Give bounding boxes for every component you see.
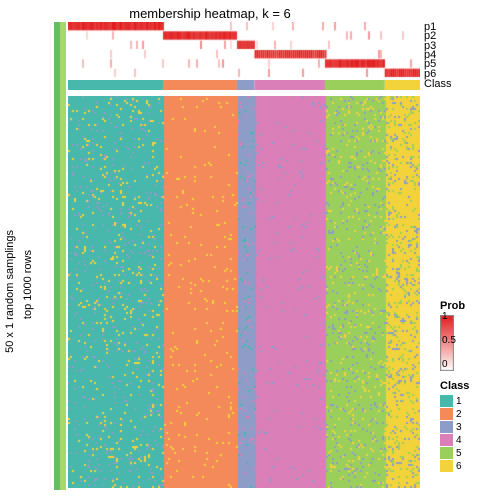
class-swatch [440,447,453,459]
prob-tick: 0 [442,359,448,370]
prob-tick: 1 [442,311,448,322]
plot-title: membership heatmap, k = 6 [0,6,420,21]
left-annot-rows: top 1000 rows [22,250,34,319]
class-row [68,80,420,90]
class-swatch [440,408,453,420]
class-swatch-label: 4 [456,435,462,446]
class-legend-item: 4 [440,434,469,447]
class-swatch-label: 5 [456,448,462,459]
probability-heatmap [68,22,420,78]
class-swatch [440,421,453,433]
class-swatch-label: 6 [456,461,462,472]
class-swatch-label: 1 [456,396,462,407]
class-legend-item: 6 [440,460,469,473]
prob-legend: Prob 10.50 [440,300,465,371]
main-heatmap [68,96,420,488]
left-annot-sampling: 50 x 1 random samplings [4,230,16,353]
left-annotation-band [54,22,66,490]
class-swatch-label: 3 [456,422,462,433]
class-legend-title: Class [440,380,469,392]
class-legend: Class 1 2 3 4 5 6 [440,380,469,473]
class-swatch [440,434,453,446]
class-swatch [440,395,453,407]
class-legend-item: 3 [440,421,469,434]
class-legend-item: 1 [440,395,469,408]
prob-tick: 0.5 [442,335,456,346]
class-swatch [440,460,453,472]
class-legend-item: 2 [440,408,469,421]
class-legend-item: 5 [440,447,469,460]
class-row-label: Class [424,78,452,90]
class-swatch-label: 2 [456,409,462,420]
